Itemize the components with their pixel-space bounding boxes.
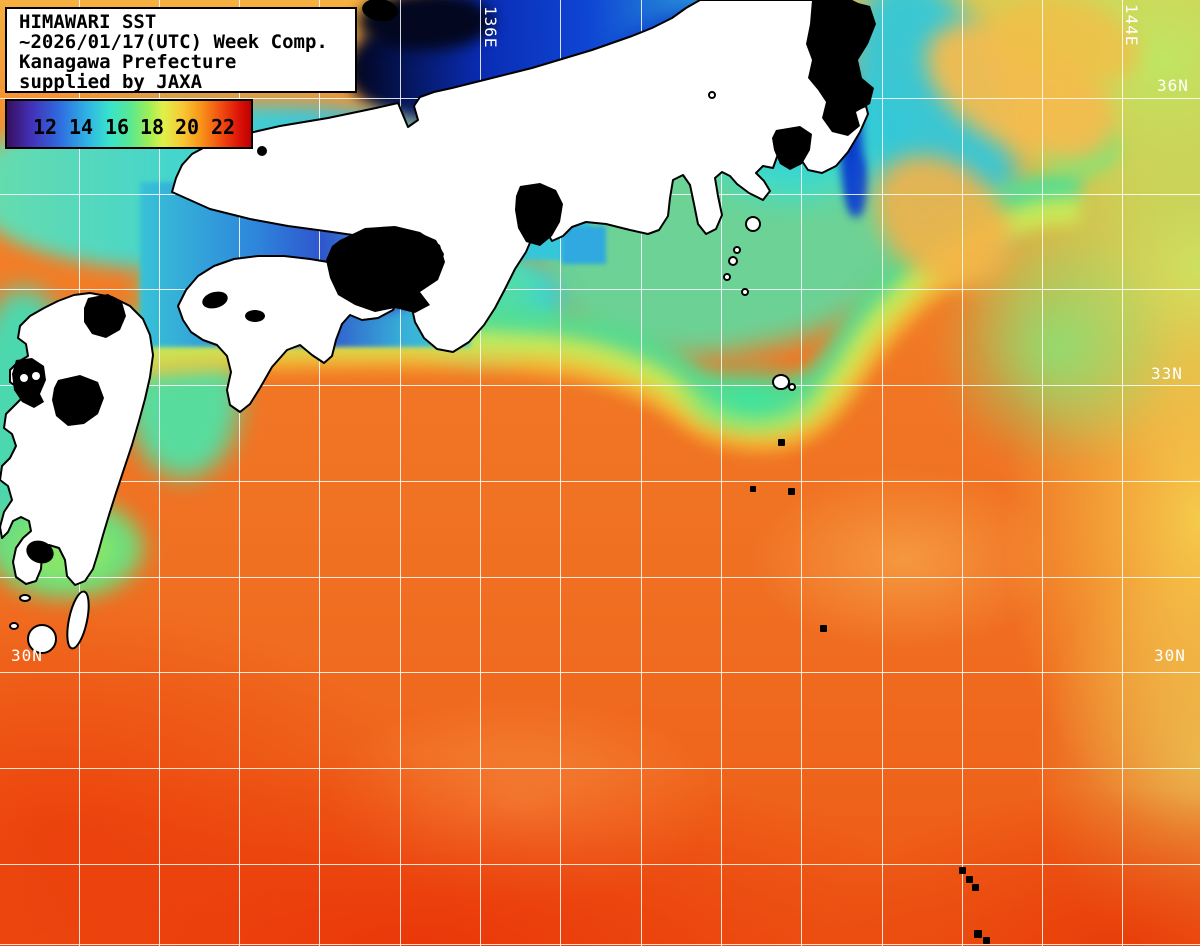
- grid-line-longitude: [158, 0, 160, 946]
- land-islet: [983, 937, 990, 944]
- longitude-label-144e: 144E: [1122, 4, 1141, 47]
- colorbar-tick-18: 18: [139, 115, 165, 139]
- title-box: HIMAWARI SST ~2026/01/17(UTC) Week Comp.…: [5, 7, 357, 93]
- title-line-date: ~2026/01/17(UTC) Week Comp.: [19, 31, 328, 53]
- cloud-blob-goto: [12, 358, 46, 408]
- land-islet: [820, 625, 827, 632]
- cloud-blob-kagoshima: [26, 540, 54, 564]
- cloud-blob-tokyo-bay: [772, 126, 812, 170]
- colorbar-gradient: [7, 101, 251, 147]
- grid-line-longitude: [1042, 0, 1044, 946]
- grid-line-longitude: [480, 0, 481, 946]
- land-izu-islet: [723, 273, 731, 281]
- mikawa-bay-water: [562, 226, 606, 264]
- land-islet: [778, 439, 785, 446]
- grid-line-latitude: [0, 863, 1200, 865]
- boso-coast-cold-fringe: [848, 155, 866, 215]
- title-line-credit: supplied by JAXA: [19, 71, 203, 93]
- grid-line-latitude: [0, 672, 1200, 674]
- colorbar-tick-22: 22: [210, 115, 236, 139]
- grid-line-latitude: [0, 480, 1200, 482]
- grid-line-latitude: [0, 385, 1200, 387]
- land-islet: [750, 486, 756, 492]
- grid-line-latitude: [0, 944, 1200, 945]
- land-izu-islet: [733, 246, 741, 254]
- cloud-blob-nw-kyushu: [84, 294, 126, 338]
- grid-line-longitude: [801, 0, 803, 946]
- grid-line-longitude: [239, 0, 241, 946]
- land-izu-islet: [741, 288, 749, 296]
- land-izu-islet: [788, 383, 796, 391]
- cloud-blob-suo: [202, 291, 228, 309]
- grid-line-longitude: [961, 0, 963, 946]
- cloud-blob-suo: [245, 310, 265, 322]
- title-line-region: Kanagawa Prefecture: [19, 51, 237, 73]
- grid-line-longitude: [319, 0, 321, 946]
- latitude-label-30n-right: 30N: [1154, 646, 1186, 665]
- colorbar-tick-14: 14: [68, 115, 94, 139]
- temperature-colorbar: 12 14 16 18 20 22: [5, 99, 253, 149]
- colorbar-tick-16: 16: [104, 115, 130, 139]
- cloud-blob-chubu: [515, 183, 563, 246]
- grid-line-longitude: [1122, 0, 1124, 946]
- grid-line-longitude: [640, 0, 642, 946]
- izu-islands-cold-eddy: [676, 355, 826, 440]
- land-islet: [959, 867, 966, 874]
- latitude-label-30n-left: 30N: [11, 646, 43, 665]
- land-miyake-island: [772, 374, 790, 390]
- grid-line-longitude: [560, 0, 562, 946]
- colorbar-tick-20: 20: [174, 115, 200, 139]
- grid-line-latitude: [0, 289, 1200, 291]
- grid-line-longitude: [399, 0, 401, 946]
- grid-line-latitude: [0, 576, 1200, 578]
- land-islet: [966, 876, 973, 883]
- cloud-blob-top: [362, 0, 398, 22]
- land-oshima-island: [745, 216, 761, 232]
- land-islet: [972, 884, 979, 891]
- cloud-blob-kinki: [398, 233, 444, 280]
- land-tanegashima-island: [66, 590, 90, 650]
- land-yakushima-island: [27, 624, 57, 654]
- longitude-label-136e: 136E: [481, 6, 500, 49]
- land-islet: [9, 622, 19, 630]
- colorbar-tick-12: 12: [32, 115, 58, 139]
- land-islet: [788, 488, 795, 495]
- land-izu-islet: [728, 256, 738, 266]
- cloud-blob-kanto: [806, 0, 876, 136]
- land-islet: [257, 146, 267, 156]
- goto-gap: [20, 374, 28, 382]
- cloud-blob-amakusa: [52, 375, 104, 426]
- grid-line-longitude: [881, 0, 883, 946]
- title-line-product: HIMAWARI SST: [19, 11, 157, 33]
- latitude-label-33n: 33N: [1151, 364, 1183, 383]
- grid-line-longitude: [720, 0, 722, 946]
- land-islet: [19, 594, 31, 602]
- land-islet: [974, 930, 982, 938]
- latitude-label-36n: 36N: [1157, 76, 1189, 95]
- goto-gap: [32, 372, 40, 380]
- grid-line-latitude: [0, 767, 1200, 769]
- land-islet: [708, 91, 716, 99]
